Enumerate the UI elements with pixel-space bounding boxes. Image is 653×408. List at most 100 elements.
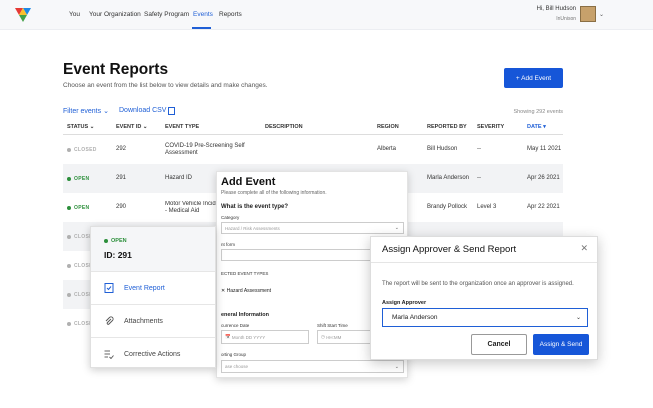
status-dot-icon (67, 322, 71, 326)
user-org: InUnison (556, 16, 576, 22)
event-form-label: nt form (221, 242, 236, 247)
chevron-down-icon: ⌄ (394, 363, 399, 370)
user-greeting: Hi, Bill Hudson (536, 6, 576, 12)
chevron-down-icon: ⌄ (575, 315, 581, 321)
event-type: Motor Vehicle Incid - Medical Aid (165, 201, 216, 214)
column-header-date[interactable]: DATE ▾ (527, 124, 546, 130)
column-header-severity[interactable]: SEVERITY (477, 124, 505, 130)
page-title: Event Reports (63, 61, 169, 78)
assign-send-button[interactable]: Assign & Send (533, 334, 589, 355)
status-badge: OPEN (74, 205, 90, 211)
chevron-down-icon[interactable]: ⌄ (599, 12, 605, 18)
event-type: COVID-19 Pre-Screening Self Assessment (165, 143, 245, 156)
category-label: Category (221, 215, 240, 220)
status-badge: OPEN (111, 238, 127, 244)
column-header-event-id[interactable]: EVENT ID ⌄ (116, 124, 148, 130)
column-header-description[interactable]: DESCRIPTION (265, 124, 303, 130)
status-dot-icon (104, 239, 108, 243)
event-id: 290 (116, 204, 127, 210)
column-header-reported-by[interactable]: REPORTED BY (427, 124, 467, 130)
menu-item-event-report[interactable]: Event Report (91, 271, 215, 304)
table-row[interactable]: CLOSED (63, 309, 563, 338)
csv-file-icon[interactable] (168, 107, 175, 115)
modal-title: Assign Approver & Send Report (382, 244, 517, 255)
event-detail-header: OPEN ID: 291 (91, 227, 215, 271)
nav-link-your-organization[interactable]: Your Organization (89, 11, 141, 18)
event-severity: -- (477, 175, 481, 181)
avatar[interactable] (580, 6, 596, 22)
checklist-icon (104, 350, 114, 359)
menu-item-corrective-actions[interactable]: Corrective Actions (91, 337, 215, 370)
status-badge: CLOSED (74, 263, 97, 269)
status-badge: CLOSED (74, 234, 97, 240)
status-dot-icon (67, 235, 71, 239)
page-subtitle: Choose an event from the list below to v… (63, 82, 268, 89)
paperclip-icon (105, 316, 114, 325)
status-dot-icon (67, 206, 71, 210)
event-id: 291 (116, 175, 127, 181)
status-dot-icon (67, 148, 71, 152)
menu-item-attachments[interactable]: Attachments (91, 304, 215, 337)
download-csv-link[interactable]: Download CSV (119, 107, 167, 114)
event-reporter: Marla Anderson (427, 175, 470, 181)
column-header-region[interactable]: REGION (377, 124, 399, 130)
event-type: Hazard ID (165, 175, 193, 181)
shift-start-label: Shift Start Time (317, 323, 348, 328)
events-count: Showing 292 events (513, 109, 563, 115)
active-nav-indicator (192, 27, 211, 29)
event-reporter: Brandy Pollock (427, 204, 468, 210)
status-dot-icon (67, 293, 71, 297)
selected-event-types-label: ECTED EVENT TYPES (221, 271, 269, 276)
column-header-event-type[interactable]: EVENT TYPE (165, 124, 200, 130)
column-header-status[interactable]: STATUS ⌄ (67, 124, 95, 130)
modal-message: The report will be sent to the organizat… (382, 281, 574, 287)
modal-divider (371, 262, 597, 263)
event-region: Alberta (377, 146, 397, 152)
status-badge: CLOSED (74, 292, 97, 298)
table-row[interactable]: OPEN 290 Motor Vehicle Incid - Medical A… (63, 193, 563, 222)
add-event-button[interactable]: + Add Event (504, 68, 563, 88)
event-date: Apr 22 2021 (527, 204, 560, 210)
event-severity: Level 3 (477, 204, 497, 210)
nav-link-you[interactable]: You (69, 11, 80, 18)
assign-approver-modal: Assign Approver & Send Report ✕ The repo… (370, 236, 598, 360)
event-type-question: What is the event type? (221, 204, 289, 210)
nav-link-safety-program[interactable]: Safety Program (144, 11, 190, 18)
table-header-divider (63, 134, 563, 135)
add-event-subtitle: Please complete all of the following inf… (221, 190, 327, 196)
nav-link-events[interactable]: Events (193, 11, 213, 18)
selected-event-type: ✕ Hazard Assessment (221, 288, 272, 294)
filter-events-link[interactable]: Filter events ⌄ (63, 108, 109, 115)
status-dot-icon (67, 177, 71, 181)
table-row[interactable]: CLOSED 292 COVID-19 Pre-Screening Self A… (63, 135, 563, 164)
general-information-heading: eneral Information (221, 312, 269, 318)
occurrence-date-label: currence Date (221, 323, 250, 328)
reporting-group-select[interactable]: ase choose ⌄ (221, 360, 404, 373)
cancel-button[interactable]: Cancel (471, 334, 527, 355)
logo-icon[interactable] (15, 8, 31, 22)
event-reporter: Bill Hudson (427, 146, 458, 152)
assign-approver-label: Assign Approver (382, 300, 427, 306)
reporting-group-label: orting Group (221, 352, 247, 357)
status-badge: CLOSED (74, 321, 97, 327)
document-check-icon (104, 283, 114, 293)
event-date: Apr 26 2021 (527, 175, 560, 181)
status-badge: OPEN (74, 176, 90, 182)
event-id-title: ID: 291 (104, 250, 132, 260)
chevron-down-icon: ⌄ (394, 225, 399, 231)
status-dot-icon (67, 264, 71, 268)
chevron-down-icon: ⌄ (103, 108, 109, 115)
nav-link-reports[interactable]: Reports (219, 11, 242, 18)
approver-select[interactable]: Marla Anderson ⌄ (382, 308, 588, 327)
occurrence-date-input[interactable]: 📅 Month DD YYYY (221, 330, 309, 344)
add-event-title: Add Event (221, 176, 276, 188)
close-icon[interactable]: ✕ (580, 243, 588, 253)
status-badge: CLOSED (74, 147, 97, 153)
event-id: 292 (116, 146, 127, 152)
event-severity: -- (477, 146, 481, 152)
table-row[interactable]: CLOSED (63, 251, 563, 280)
event-date: May 11 2021 (527, 146, 562, 152)
event-detail-panel: OPEN ID: 291 Event Report Attachments Co… (90, 226, 216, 368)
top-nav: You Your Organization Safety Program Eve… (0, 0, 653, 30)
category-select[interactable]: Hazard / Risk Assessments ⌄ (221, 222, 404, 234)
